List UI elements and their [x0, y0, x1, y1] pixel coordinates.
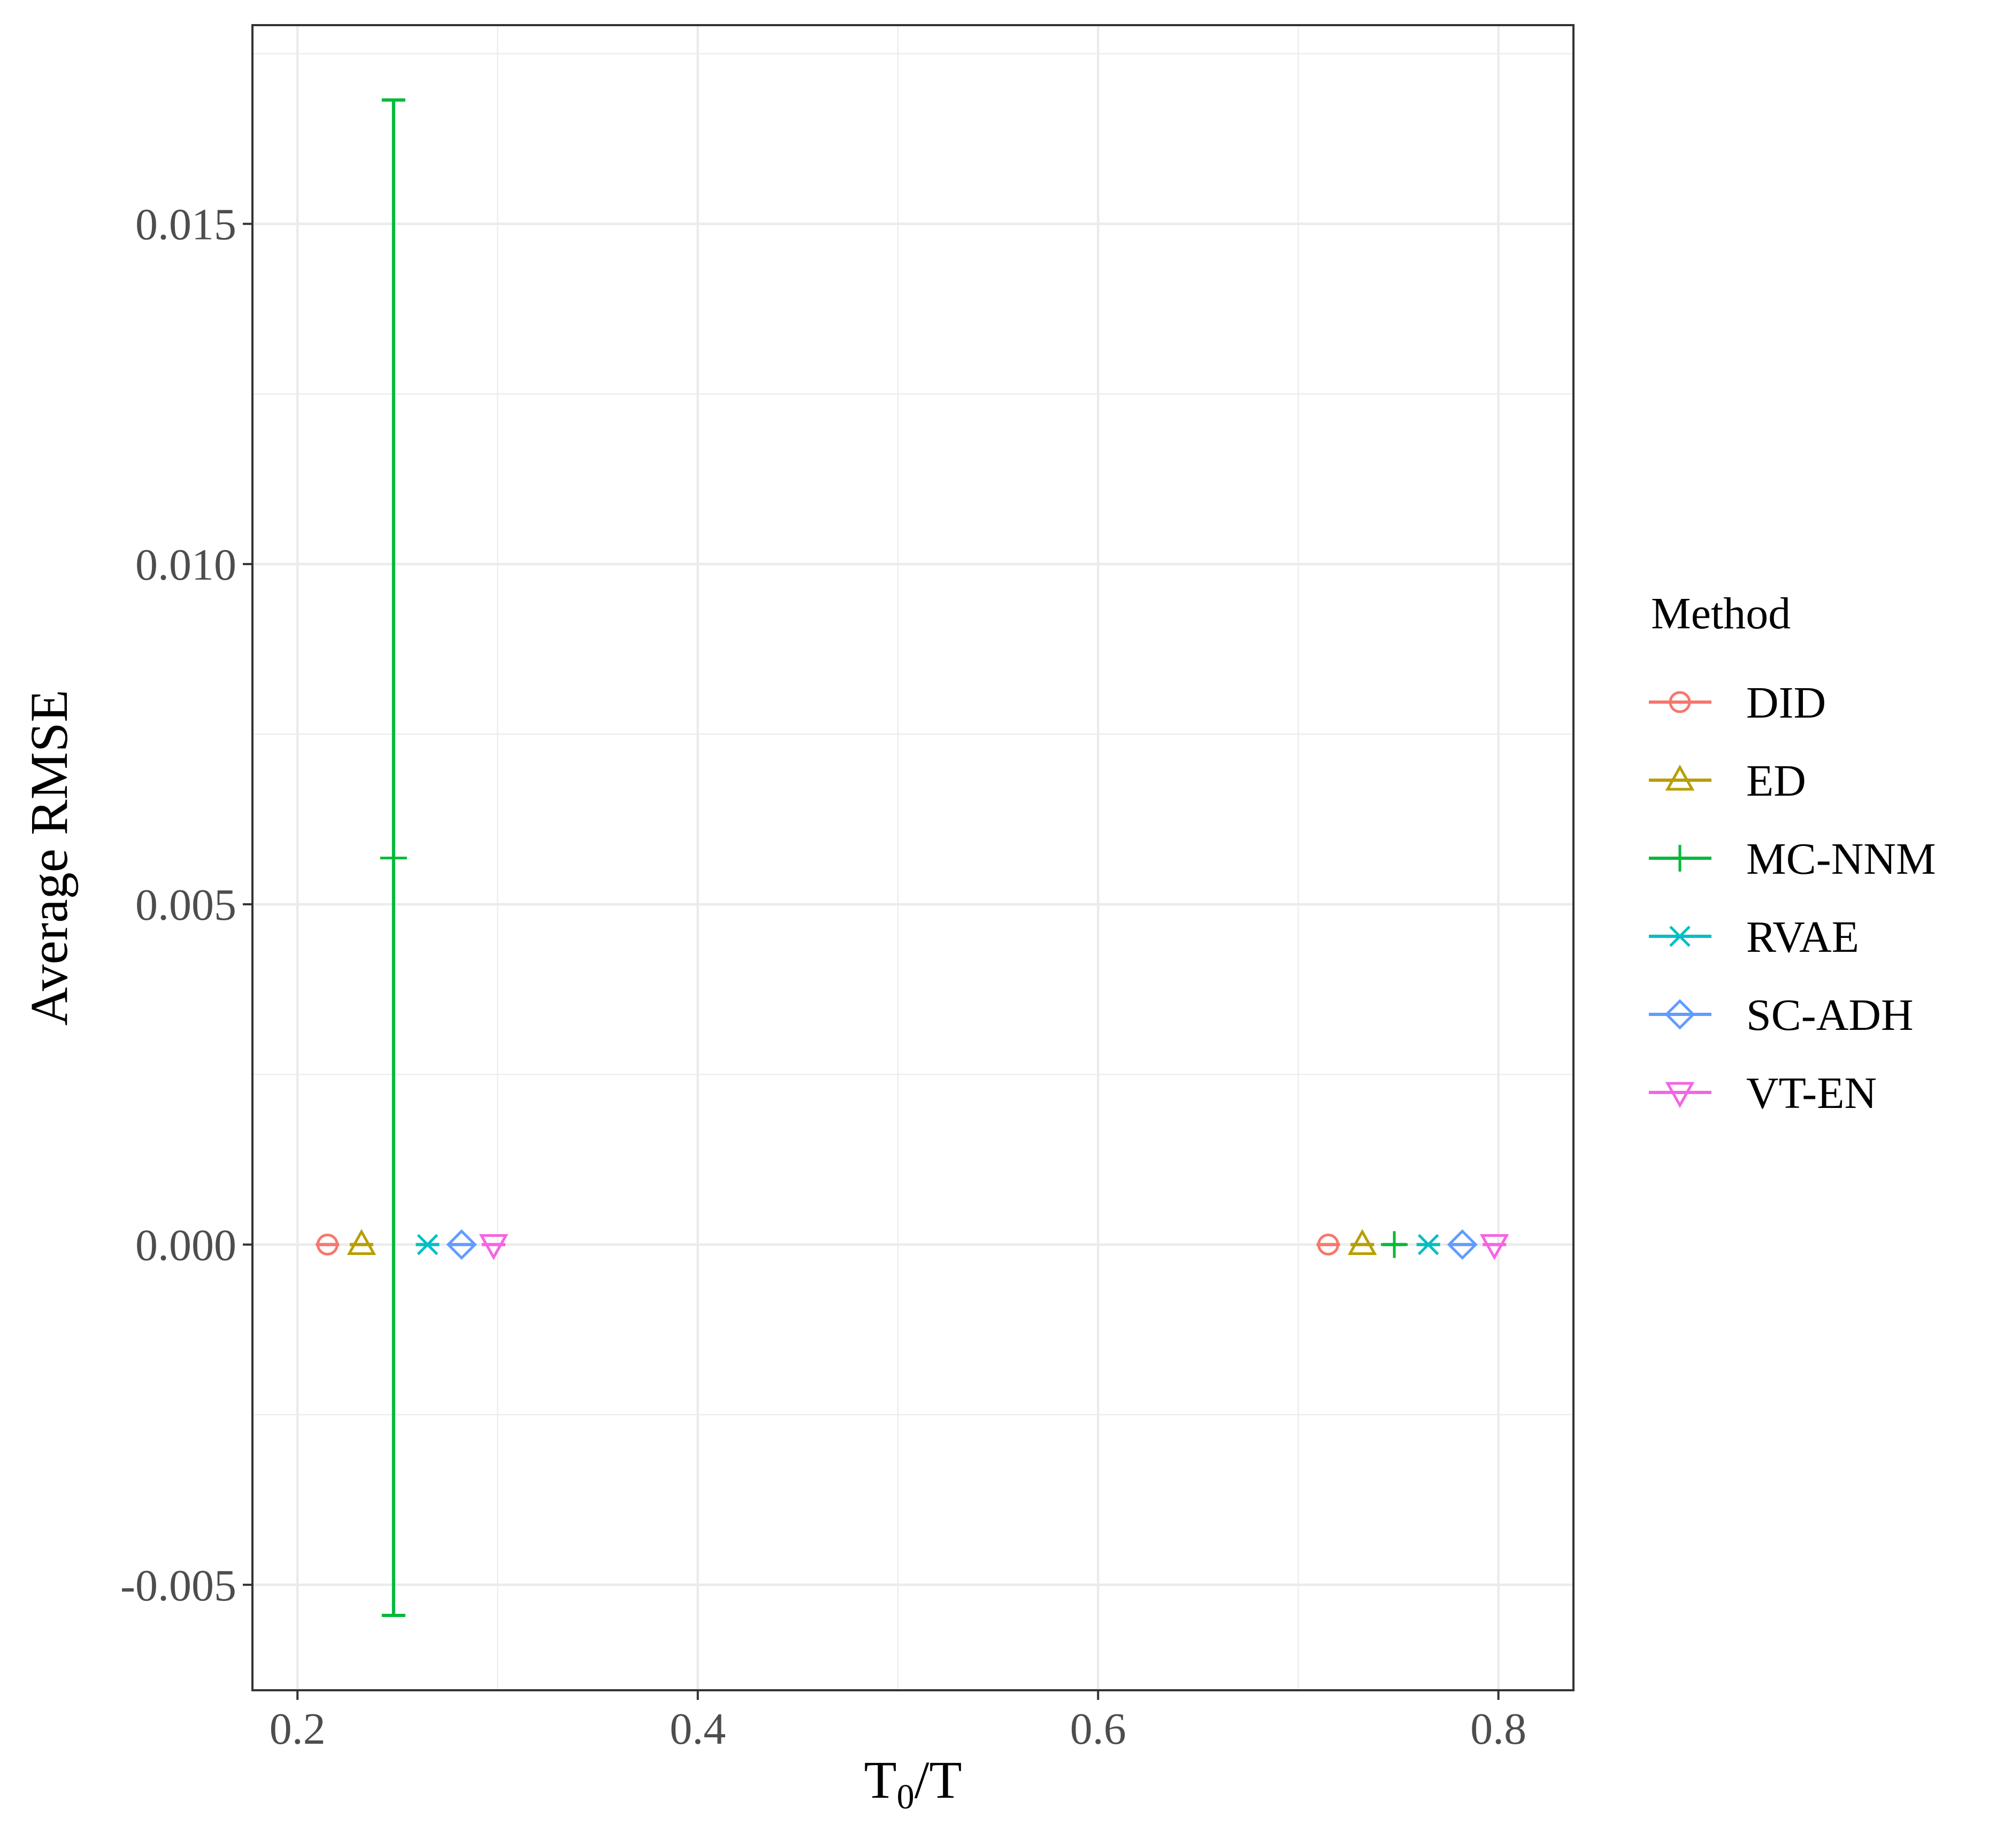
legend-key-cross-icon [1669, 926, 1691, 947]
point-vt-en [1479, 1234, 1509, 1260]
legend-label-rvae: RVAE [1746, 912, 1859, 962]
x-tick-label: 0.6 [1070, 1704, 1126, 1754]
y-tick-label: 0.015 [135, 200, 236, 250]
legend-item-rvae: RVAE [1649, 912, 1859, 962]
legend-item-sc-adh: SC-ADH [1649, 990, 1914, 1040]
legend-item-vt-en: VT-EN [1649, 1068, 1877, 1118]
x-tick-label: 0.2 [270, 1704, 326, 1754]
minor-gridlines [252, 25, 1573, 1690]
point-sc-adh [1447, 1229, 1478, 1260]
y-axis-title: Average RMSE [19, 690, 79, 1026]
legend-label-mc-nnm: MC-NNM [1746, 834, 1936, 884]
y-tick-label: 0.000 [135, 1220, 236, 1270]
legend-key-triangle-down-icon [1665, 1082, 1695, 1108]
legend-key-plus-icon [1667, 845, 1693, 872]
legend-label-did: DID [1746, 678, 1826, 728]
point-mc-nnm [1381, 1231, 1408, 1258]
legend-label-sc-adh: SC-ADH [1746, 990, 1914, 1040]
legend-key-triangle-icon [1665, 764, 1695, 791]
point-did [316, 1233, 339, 1256]
legend-item-did: DID [1649, 678, 1826, 728]
x-tick-label: 0.8 [1470, 1704, 1526, 1754]
point-ed [1347, 1229, 1377, 1255]
legend-label-ed: ED [1746, 756, 1806, 806]
legend-item-ed: ED [1649, 756, 1806, 806]
y-tick-label: -0.005 [120, 1561, 236, 1611]
legend-title: Method [1651, 589, 1791, 638]
legend-key-circle-icon [1669, 691, 1691, 713]
point-rvae [417, 1234, 439, 1256]
y-axis: -0.005 0.000 0.005 0.010 0.015 [120, 200, 252, 1611]
x-axis-title: T0/T [864, 1750, 962, 1816]
panel-border [251, 24, 1575, 1691]
y-tick-label: 0.010 [135, 540, 236, 590]
x-tick-label: 0.4 [670, 1704, 726, 1754]
legend-item-mc-nnm: MC-NNM [1649, 834, 1936, 884]
point-did [1317, 1233, 1340, 1256]
y-tick-label: 0.005 [135, 880, 236, 930]
point-sc-adh [446, 1229, 477, 1260]
point-mc-nnm [380, 844, 407, 872]
point-vt-en [479, 1234, 509, 1260]
legend-key-diamond-icon [1664, 999, 1695, 1030]
x-axis: 0.2 0.4 0.6 0.8 [270, 1690, 1526, 1754]
panel-background [252, 25, 1573, 1690]
legend: Method DID ED MC-NNM RVAE SC-ADH VT-EN [1649, 589, 1936, 1118]
error-bars [316, 98, 1507, 1618]
data-points [316, 844, 1509, 1260]
point-ed [347, 1229, 377, 1255]
legend-label-vt-en: VT-EN [1746, 1068, 1877, 1118]
point-rvae [1417, 1234, 1439, 1256]
